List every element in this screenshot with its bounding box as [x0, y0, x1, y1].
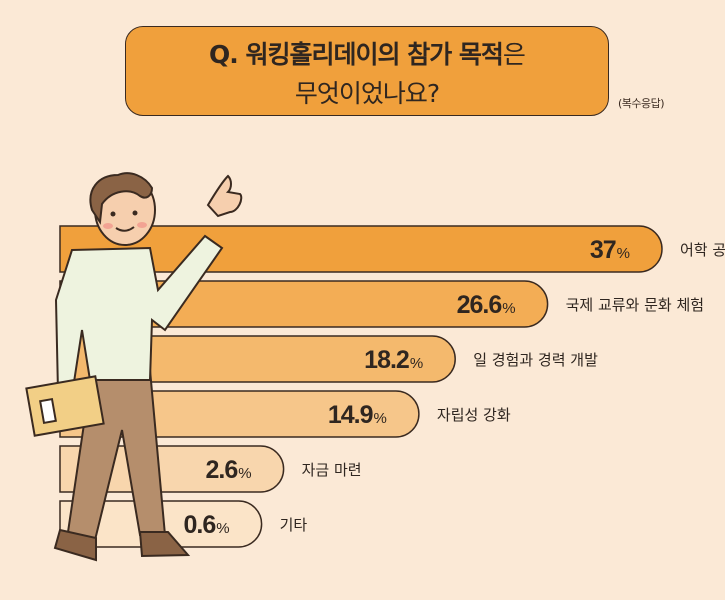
bar-value-label: 14.9%: [328, 401, 387, 429]
bar-value-label: 18.2%: [364, 346, 423, 374]
bar-value-label: 2.6%: [205, 456, 251, 484]
title-suffix: 은: [502, 40, 526, 69]
bar-category-label: 자금 마련: [302, 461, 362, 479]
bar: [59, 335, 456, 383]
bar-category-label: 기타: [280, 516, 308, 534]
bar-category-label: 자립성 강화: [437, 406, 511, 424]
bar-value-label: 0.6%: [183, 511, 229, 539]
person-illustration: [25, 172, 243, 562]
title-question: Q. 워킹홀리데이의 참가 목적: [209, 40, 504, 69]
bar-value-label: 37%: [590, 236, 630, 264]
bar-category-label: 국제 교류와 문화 체험: [566, 296, 705, 314]
multiple-response-note: (복수응답): [618, 97, 665, 110]
title-line-2: 무엇이었나요?: [294, 79, 440, 108]
bar-category-label: 어학 공부 및 언어 습득: [680, 241, 725, 259]
title-line-1: Q. 워킹홀리데이의 참가 목적은: [126, 35, 608, 71]
bar-value-label: 26.6%: [457, 291, 516, 319]
bar-category-label: 일 경험과 경력 개발: [473, 351, 598, 369]
title-box: Q. 워킹홀리데이의 참가 목적은 무엇이었나요?: [125, 26, 609, 116]
